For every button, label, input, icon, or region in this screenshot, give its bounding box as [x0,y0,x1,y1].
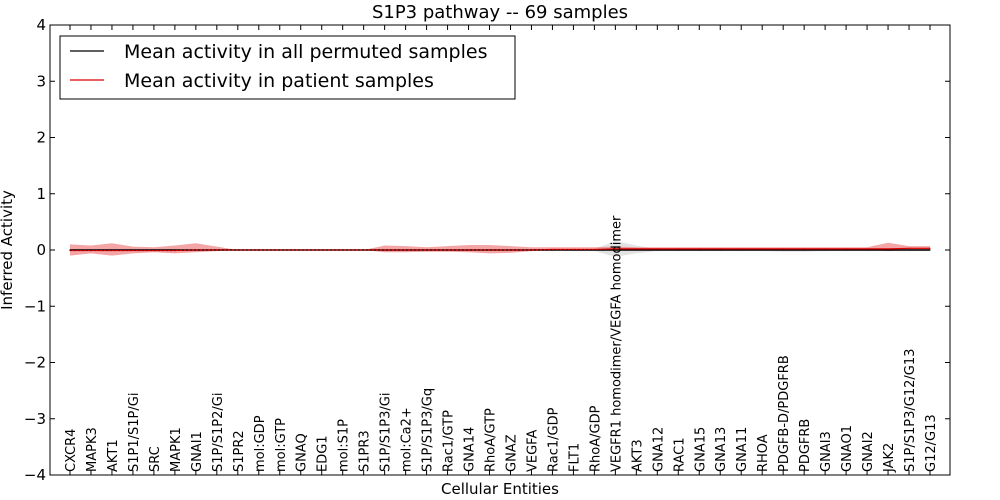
x-category-label-3: S1P1/S1P/Gi [127,393,142,472]
point-series-1-37 [845,248,847,250]
point-series-0-27 [635,249,637,251]
y-tick-label-1: −3 [24,410,46,428]
point-series-1-28 [656,248,658,250]
x-category-label-23: Rac1/GDP [546,407,561,472]
x-category-label-13: mol:S1P [337,419,352,472]
point-series-1-40 [908,247,910,249]
x-category-label-29: RAC1 [672,437,687,472]
y-tick-label-7: 3 [36,72,46,90]
x-category-label-6: GNAI1 [190,431,205,472]
y-axis-title: Inferred Activity [0,190,16,310]
y-axis-ticks: −4 −3 −2 −1 0 1 2 3 4 [24,16,950,484]
x-category-label-5: MAPK1 [169,427,184,472]
x-category-label-11: GNAQ [295,433,310,472]
x-category-label-17: S1P/S1P3/Gq [421,388,436,472]
x-category-label-28: GNA12 [651,427,666,472]
x-category-label-16: mol:Ca2+ [400,407,415,472]
x-category-label-34: PDGFB-D/PDGFRB [777,355,792,472]
x-category-label-1: MAPK3 [85,427,100,472]
x-category-label-24: FLT1 [567,443,582,472]
x-category-label-0: CXCR4 [64,429,79,472]
x-category-label-38: GNAI2 [861,431,876,472]
point-series-1-11 [300,249,302,251]
x-category-label-8: S1PR2 [232,430,247,472]
point-series-1-33 [761,248,763,250]
x-category-label-19: GNA14 [463,427,478,472]
point-series-1-30 [698,248,700,250]
x-category-label-22: VEGFA [525,430,540,472]
band-series-1 [70,242,930,256]
x-axis-title: Cellular Entities [441,480,559,498]
y-tick-label-4: 0 [36,241,46,259]
point-series-1-31 [719,248,721,250]
plot-frame [49,24,951,476]
legend-label-patient: Mean activity in patient samples [124,70,434,92]
x-category-label-4: SRC [148,446,163,472]
y-tick-label-0: −4 [24,466,46,484]
point-series-1-23 [551,248,554,251]
point-series-1-26 [614,248,616,250]
y-tick-label-5: 1 [36,185,46,203]
legend-label-permuted: Mean activity in all permuted samples [124,41,487,63]
point-series-0-28 [656,249,658,251]
x-category-label-36: GNAI3 [819,431,834,472]
x-category-label-37: GNAO1 [840,425,855,472]
x-category-label-10: mol:GTP [274,418,289,472]
x-category-label-31: GNA13 [714,427,729,472]
point-series-0-32 [740,249,742,251]
chart-title: S1P3 pathway -- 69 samples [372,2,628,23]
y-tick-label-2: −2 [24,354,46,372]
point-series-1-32 [740,248,742,250]
point-series-1-29 [677,248,679,250]
point-series-0-40 [908,249,910,251]
x-category-label-15: S1P/S1P3/Gi [379,393,394,472]
x-category-label-2: AKT1 [106,439,121,472]
y-tick-label-6: 2 [36,129,46,147]
x-category-label-7: S1P/S1P2/Gi [211,393,226,472]
point-series-1-24 [572,248,575,251]
x-category-label-20: RhoA/GTP [484,408,499,472]
point-series-0-41 [929,249,931,251]
x-category-label-32: GNA11 [735,427,750,472]
y-tick-label-8: 4 [36,16,46,34]
x-category-label-40: S1P/S1P3/G12/G13 [903,349,918,472]
point-series-1-27 [635,248,637,250]
point-series-1-34 [782,248,784,250]
point-series-1-19 [467,249,470,251]
x-category-label-14: S1PR3 [358,430,373,472]
x-category-label-30: GNA15 [693,427,708,472]
x-axis-category-labels: CXCR4 MAPK3 AKT1 S1P1/S1P/Gi SRC MAPK1 GNAI1 S1… [64,25,939,475]
point-series-1-39 [887,248,889,250]
x-category-label-21: GNAZ [504,434,519,472]
x-category-label-26: VEGFR1 homodimer/VEGFA homodimer [609,215,624,472]
x-category-label-39: JAK2 [882,443,897,473]
x-category-label-27: AKT3 [630,439,645,472]
x-category-label-41: G12/G13 [924,414,939,472]
x-category-label-18: Rac1/GTP [442,410,457,472]
point-series-1-16 [405,249,407,251]
point-series-1-41 [929,247,931,249]
point-series-1-15 [384,249,386,251]
x-category-label-12: EDG1 [316,435,331,472]
x-category-label-9: mol:GDP [253,415,268,472]
point-series-1-36 [824,248,826,250]
legend-box [59,35,516,100]
legend: Mean activity in all permuted samples Me… [59,35,516,100]
point-series-1-35 [803,248,805,250]
plot-area: −4 −3 −2 −1 0 1 2 3 4 CXCR4 MAPK3 AKT1 S1P1/S1P/Gi S… [24,16,951,484]
y-tick-label-3: −1 [24,297,46,315]
point-series-1-3 [132,249,134,252]
x-category-label-35: PDGFRB [798,419,813,472]
point-series-1-38 [866,248,868,250]
x-category-label-33: RHOA [756,434,771,472]
point-series-1-20 [488,249,491,251]
point-series-0-36 [824,249,826,251]
x-category-label-25: RhoA/GDP [588,405,603,472]
point-series-1-7 [216,249,218,251]
